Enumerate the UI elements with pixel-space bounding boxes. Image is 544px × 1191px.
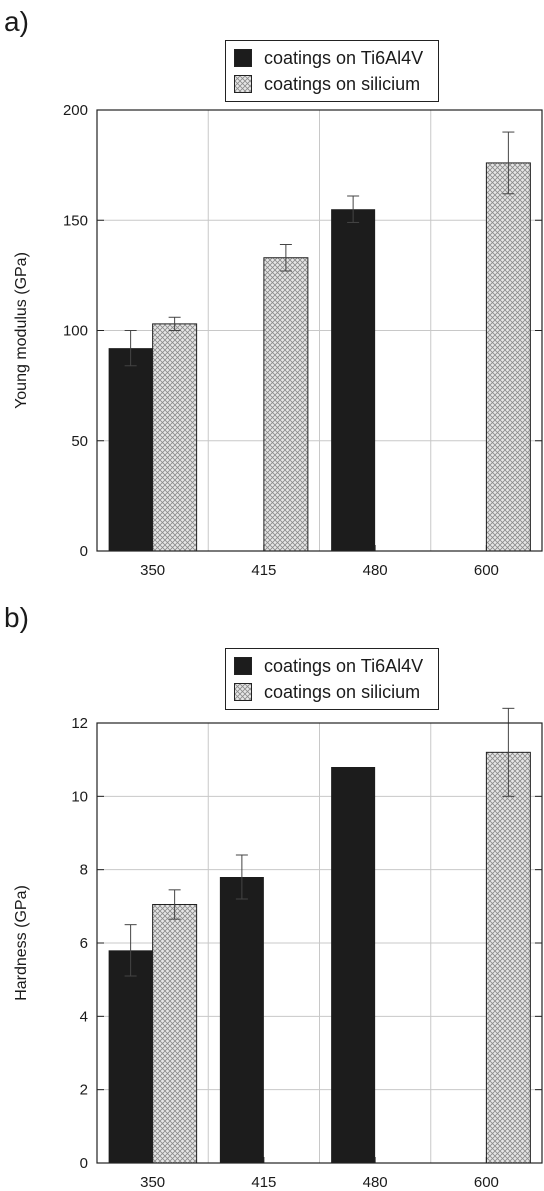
legend-swatch-hatch bbox=[234, 683, 252, 701]
x-tick-label: 350 bbox=[140, 1174, 165, 1191]
legend-item-si: coatings on silicium bbox=[234, 72, 420, 96]
bar-silicium bbox=[263, 257, 309, 552]
legend-label-si: coatings on silicium bbox=[264, 73, 421, 94]
legend-label-ti: coatings on Ti6Al4V bbox=[264, 47, 424, 68]
legend-item-ti: coatings on Ti6Al4V bbox=[234, 46, 423, 70]
legend: coatings on Ti6Al4V coatings on silicium bbox=[225, 40, 439, 102]
y-tick-label: 8 bbox=[80, 862, 88, 879]
y-tick-label: 100 bbox=[63, 323, 88, 340]
y-tick-label: 10 bbox=[71, 788, 88, 805]
y-tick-label: 0 bbox=[80, 1155, 88, 1172]
legend-swatch-solid bbox=[234, 657, 252, 675]
bar-ti6al4v bbox=[331, 767, 376, 1163]
legend-label-si: coatings on silicium bbox=[264, 681, 421, 702]
y-tick-label: 50 bbox=[71, 433, 88, 450]
x-tick-label: 600 bbox=[474, 562, 499, 579]
x-tick-label: 415 bbox=[251, 562, 276, 579]
legend-item-ti: coatings on Ti6Al4V bbox=[234, 654, 423, 678]
x-tick-label: 600 bbox=[474, 1174, 499, 1191]
y-axis-label: Hardness (GPa) bbox=[13, 885, 30, 1001]
x-tick-label: 415 bbox=[251, 1174, 276, 1191]
chart-panel-a: a) 0 50 100 150 200 350 415 480 600 Young modulus… bbox=[4, 6, 543, 579]
y-tick-label: 2 bbox=[80, 1082, 88, 1099]
legend-item-si: coatings on silicium bbox=[234, 680, 420, 704]
panel-label: b) bbox=[4, 602, 29, 633]
bar-ti6al4v bbox=[219, 877, 264, 1163]
legend-swatch-hatch bbox=[234, 75, 252, 93]
y-tick-label: 0 bbox=[80, 543, 88, 560]
chart-panel-b: b) 0 2 4 6 8 10 12 350 415 480 600 Hardness (GPa) c… bbox=[0, 596, 544, 1191]
bar-silicium bbox=[152, 323, 198, 552]
y-tick-label: 150 bbox=[63, 212, 88, 229]
legend-swatch-solid bbox=[234, 49, 252, 67]
x-tick-label: 350 bbox=[140, 562, 165, 579]
legend-label-ti: coatings on Ti6Al4V bbox=[264, 655, 424, 676]
x-tick-label: 480 bbox=[363, 562, 388, 579]
bar-silicium bbox=[485, 751, 531, 1164]
x-tick-label: 480 bbox=[363, 1174, 388, 1191]
y-tick-label: 4 bbox=[80, 1008, 88, 1025]
legend: coatings on Ti6Al4V coatings on silicium bbox=[225, 648, 439, 710]
bar-ti6al4v bbox=[108, 950, 153, 1163]
bar-silicium bbox=[152, 904, 198, 1164]
y-tick-label: 200 bbox=[63, 102, 88, 119]
bar-silicium bbox=[485, 162, 531, 552]
bar-ti6al4v bbox=[108, 348, 153, 551]
bar-ti6al4v bbox=[331, 209, 376, 551]
hardness-chart: 0 2 4 6 8 10 12 350 415 480 600 Hardness (GPa) bbox=[13, 707, 543, 1191]
y-axis-label: Young modulus (GPa) bbox=[13, 252, 30, 409]
young-modulus-chart: 0 50 100 150 200 350 415 480 600 Young modulus (G… bbox=[13, 102, 543, 579]
panel-label: a) bbox=[4, 6, 29, 37]
y-tick-label: 12 bbox=[71, 715, 88, 732]
y-tick-label: 6 bbox=[80, 935, 88, 952]
